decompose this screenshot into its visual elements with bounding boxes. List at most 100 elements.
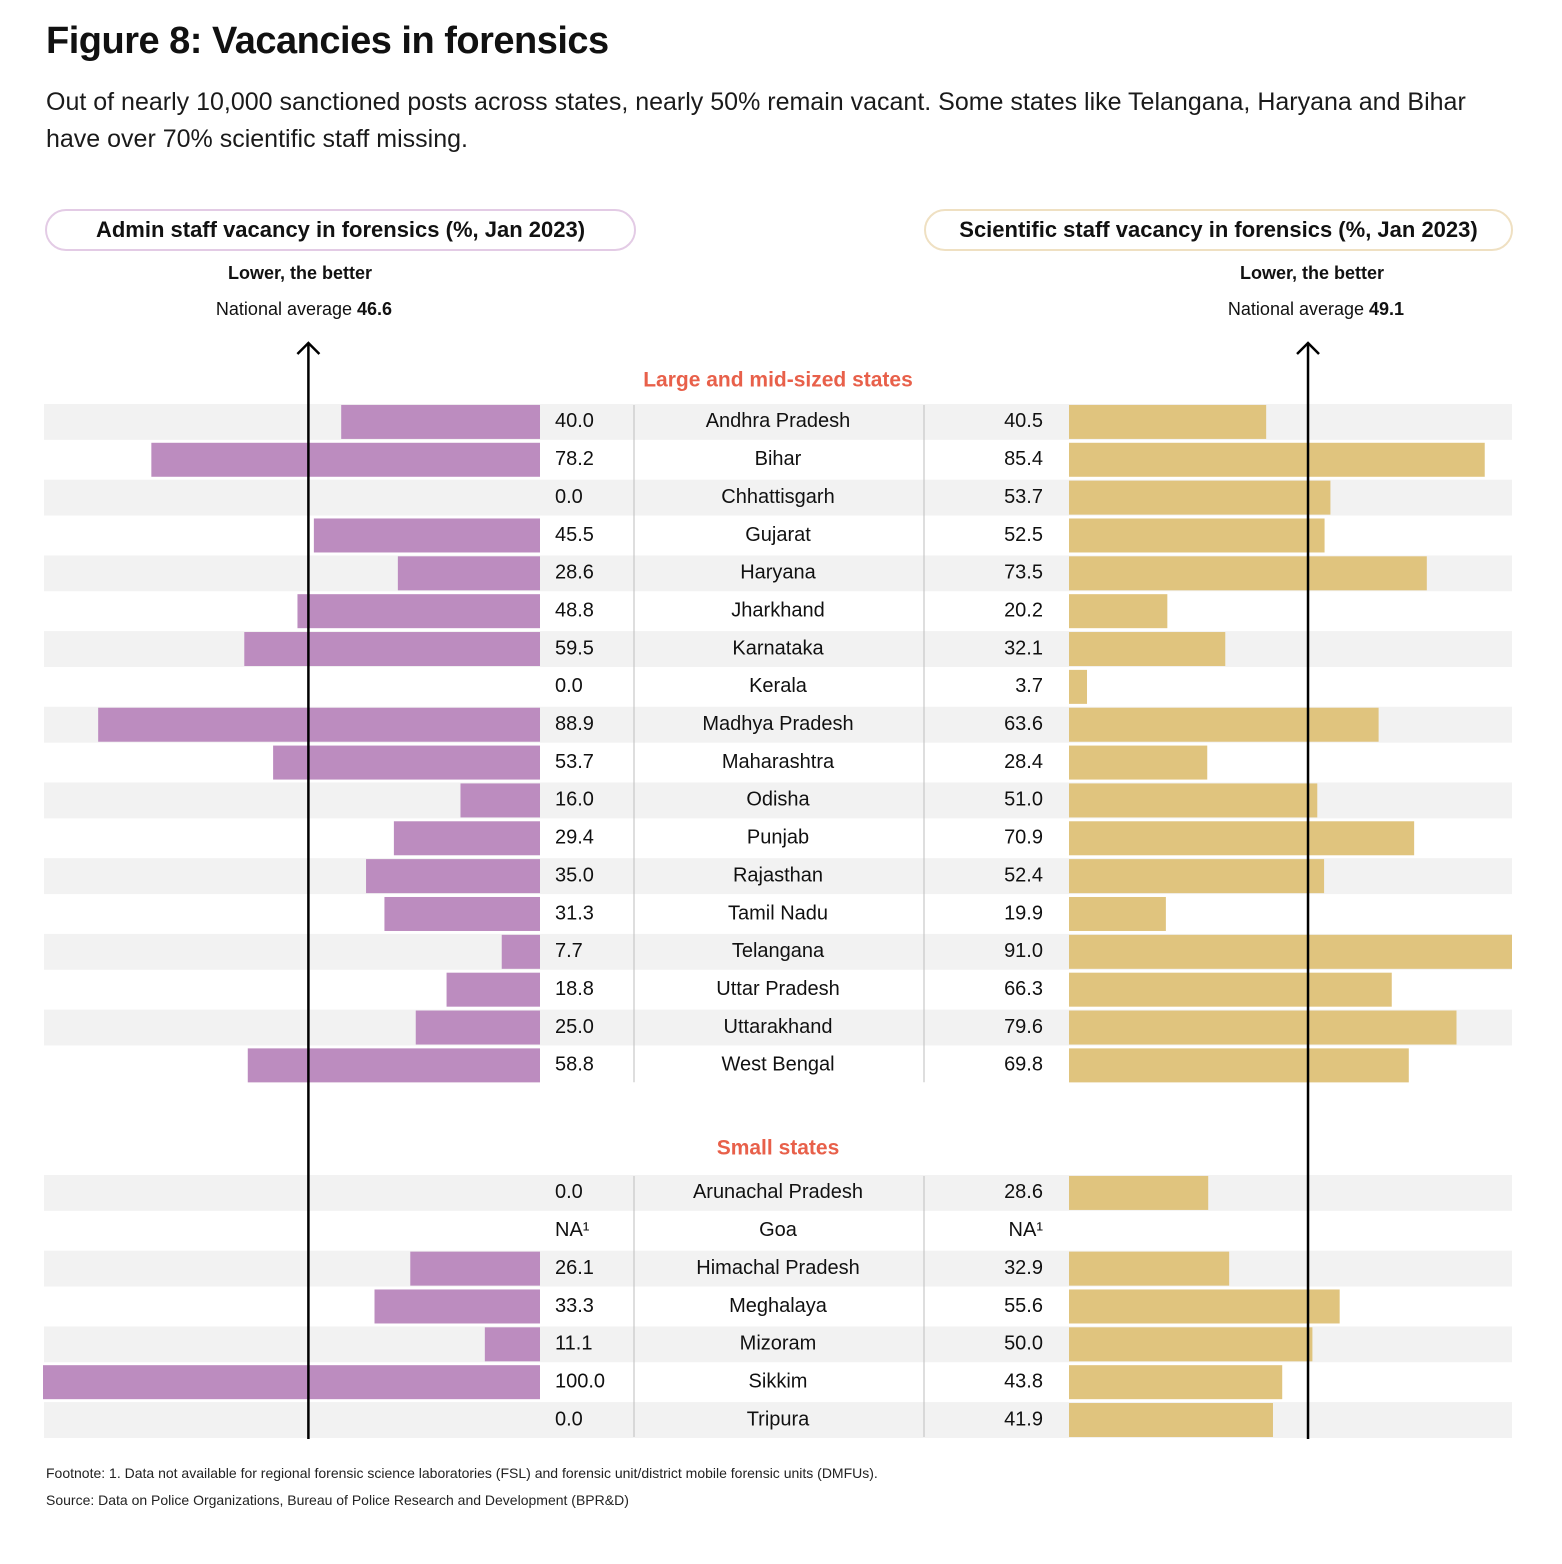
admin-note: Lower, the better [227, 263, 373, 283]
admin-avg-label: National average [215, 299, 353, 319]
state-label-tripura: Tripura [747, 1408, 810, 1430]
scientific-value-karnataka: 32.1 [1004, 637, 1043, 659]
admin-panel-heading: Admin staff vacancy in forensics (%, Jan… [45, 209, 636, 251]
scientific-bar-andhra-pradesh [1069, 404, 1267, 439]
scientific-bar-meghalaya [1069, 1289, 1340, 1324]
scientific-bar-jharkhand [1069, 594, 1168, 629]
state-label-telangana: Telangana [732, 940, 825, 962]
state-label-andhra-pradesh: Andhra Pradesh [706, 410, 851, 432]
admin-value-tripura: 0.0 [555, 1408, 583, 1430]
admin-value-uttar-pradesh: 18.8 [555, 978, 594, 1000]
row-stripe-himachal-pradesh [44, 1250, 1512, 1287]
scientific-value-goa: NA¹ [1009, 1219, 1044, 1241]
admin-value-uttarakhand: 25.0 [555, 1016, 594, 1038]
state-label-maharashtra: Maharashtra [722, 751, 835, 773]
state-label-odisha: Odisha [746, 789, 810, 811]
admin-value-himachal-pradesh: 26.1 [555, 1257, 594, 1279]
state-label-uttarakhand: Uttarakhand [724, 1016, 833, 1038]
scientific-value-madhya-pradesh: 63.6 [1004, 713, 1043, 735]
scientific-panel-heading: Scientific staff vacancy in forensics (%… [924, 209, 1513, 251]
scientific-value-maharashtra: 28.4 [1004, 751, 1043, 773]
scientific-bar-mizoram [1069, 1327, 1313, 1362]
scientific-value-gujarat: 52.5 [1004, 524, 1043, 546]
state-label-madhya-pradesh: Madhya Pradesh [702, 713, 853, 735]
scientific-avg-label: National average [1227, 299, 1365, 319]
group-label-large-and-mid-sized-states: Large and mid-sized states [643, 369, 913, 392]
admin-bar-uttar-pradesh [446, 972, 540, 1007]
footnote: Footnote: 1. Data not available for regi… [46, 1465, 878, 1481]
scientific-value-kerala: 3.7 [1015, 675, 1043, 697]
scientific-bar-sikkim [1069, 1365, 1283, 1400]
state-label-jharkhand: Jharkhand [731, 599, 824, 621]
scientific-bar-karnataka [1069, 632, 1226, 667]
admin-value-meghalaya: 33.3 [555, 1295, 594, 1317]
admin-bar-rajasthan [366, 859, 540, 894]
scientific-value-meghalaya: 55.6 [1004, 1295, 1043, 1317]
scientific-value-arunachal-pradesh: 28.6 [1004, 1181, 1043, 1203]
scientific-value-jharkhand: 20.2 [1004, 599, 1043, 621]
state-label-himachal-pradesh: Himachal Pradesh [696, 1257, 859, 1279]
admin-value-maharashtra: 53.7 [555, 751, 594, 773]
admin-value-west-bengal: 58.8 [555, 1054, 594, 1076]
row-stripe-andhra-pradesh [44, 404, 1512, 440]
scientific-bar-kerala [1069, 669, 1088, 704]
state-label-gujarat: Gujarat [745, 524, 811, 546]
scientific-value-tamil-nadu: 19.9 [1004, 902, 1043, 924]
scientific-value-telangana: 91.0 [1004, 940, 1043, 962]
scientific-value-haryana: 73.5 [1004, 562, 1043, 584]
admin-value-gujarat: 45.5 [555, 524, 594, 546]
admin-value-rajasthan: 35.0 [555, 864, 594, 886]
scientific-bar-telangana [1069, 934, 1512, 969]
admin-bar-sikkim [43, 1365, 540, 1400]
admin-bar-gujarat [313, 518, 540, 553]
state-label-west-bengal: West Bengal [721, 1054, 834, 1076]
admin-bar-haryana [397, 556, 540, 591]
scientific-value-uttar-pradesh: 66.3 [1004, 978, 1043, 1000]
admin-bar-west-bengal [247, 1048, 540, 1083]
state-label-sikkim: Sikkim [749, 1370, 808, 1392]
scientific-avg-value: 49.1 [1369, 299, 1405, 319]
admin-bar-bihar [151, 442, 540, 477]
scientific-bar-haryana [1069, 556, 1427, 591]
admin-bar-mizoram [484, 1327, 540, 1362]
figure-subtitle: Out of nearly 10,000 sanctioned posts ac… [46, 88, 1466, 153]
admin-average-arrowhead [296, 341, 321, 355]
group-label-small-states: Small states [717, 1137, 840, 1160]
admin-bar-odisha [460, 783, 540, 818]
scientific-note: Lower, the better [1239, 263, 1385, 283]
scientific-bar-chhattisgarh [1069, 480, 1331, 515]
scientific-bar-uttarakhand [1069, 1010, 1457, 1045]
admin-value-arunachal-pradesh: 0.0 [555, 1181, 583, 1203]
scientific-value-chhattisgarh: 53.7 [1004, 486, 1043, 508]
admin-value-sikkim: 100.0 [555, 1370, 605, 1392]
admin-bar-andhra-pradesh [341, 404, 540, 439]
scientific-bar-uttar-pradesh [1069, 972, 1392, 1007]
admin-value-bihar: 78.2 [555, 448, 594, 470]
state-label-bihar: Bihar [755, 448, 802, 470]
scientific-value-tripura: 41.9 [1004, 1408, 1043, 1430]
scientific-value-andhra-pradesh: 40.5 [1004, 410, 1043, 432]
scientific-bar-bihar [1069, 442, 1485, 477]
admin-bar-maharashtra [273, 745, 540, 780]
scientific-value-west-bengal: 69.8 [1004, 1054, 1043, 1076]
admin-value-chhattisgarh: 0.0 [555, 486, 583, 508]
admin-value-goa: NA¹ [555, 1219, 590, 1241]
scientific-value-odisha: 51.0 [1004, 789, 1043, 811]
source-note: Source: Data on Police Organizations, Bu… [46, 1492, 629, 1508]
state-label-goa: Goa [759, 1219, 798, 1241]
scientific-average-arrowhead [1296, 341, 1320, 355]
state-label-kerala: Kerala [749, 675, 808, 697]
admin-value-odisha: 16.0 [555, 789, 594, 811]
figure-title: Figure 8: Vacancies in forensics [46, 20, 609, 62]
scientific-bar-rajasthan [1069, 859, 1325, 894]
scientific-bar-odisha [1069, 783, 1318, 818]
admin-national-average: National average 46.6 [154, 299, 454, 320]
scientific-bar-himachal-pradesh [1069, 1251, 1230, 1286]
scientific-bar-arunachal-pradesh [1069, 1175, 1209, 1210]
state-label-uttar-pradesh: Uttar Pradesh [716, 978, 839, 1000]
admin-value-madhya-pradesh: 88.9 [555, 713, 594, 735]
state-label-tamil-nadu: Tamil Nadu [728, 902, 828, 924]
scientific-value-punjab: 70.9 [1004, 827, 1043, 849]
admin-bar-madhya-pradesh [98, 707, 541, 742]
